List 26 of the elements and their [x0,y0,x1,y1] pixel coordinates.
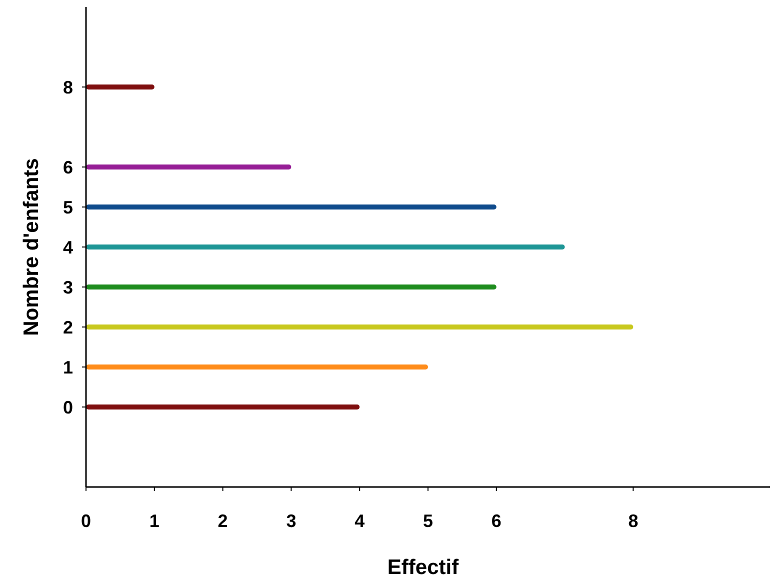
bar [86,204,496,210]
x-tick-label: 4 [354,511,365,531]
x-axis-title: Effectif [387,556,460,579]
y-tick-label: 8 [62,77,73,98]
x-tick-label: 1 [149,511,160,531]
x-tick-label: 3 [286,511,296,531]
y-tick-label: 3 [62,277,73,298]
bar [86,164,292,170]
x-tick-label: 8 [628,511,638,531]
bar [86,84,154,90]
bar [86,364,428,370]
x-tick-label: 0 [80,511,92,531]
y-axis-title: Nombre d'enfants [20,158,43,336]
bar [86,404,360,410]
y-tick-label: 1 [62,357,73,378]
x-tick-label: 5 [422,511,434,531]
bar [86,324,634,330]
y-tick-label: 0 [62,397,73,418]
x-tick-label: 2 [218,511,228,531]
y-tick-label: 2 [62,317,73,338]
x-tick-label: 6 [491,511,502,531]
y-tick-label: 6 [62,157,73,178]
bar [86,284,496,290]
y-tick-label: 5 [62,197,73,218]
y-tick-label: 4 [62,237,73,258]
bar [86,244,565,250]
